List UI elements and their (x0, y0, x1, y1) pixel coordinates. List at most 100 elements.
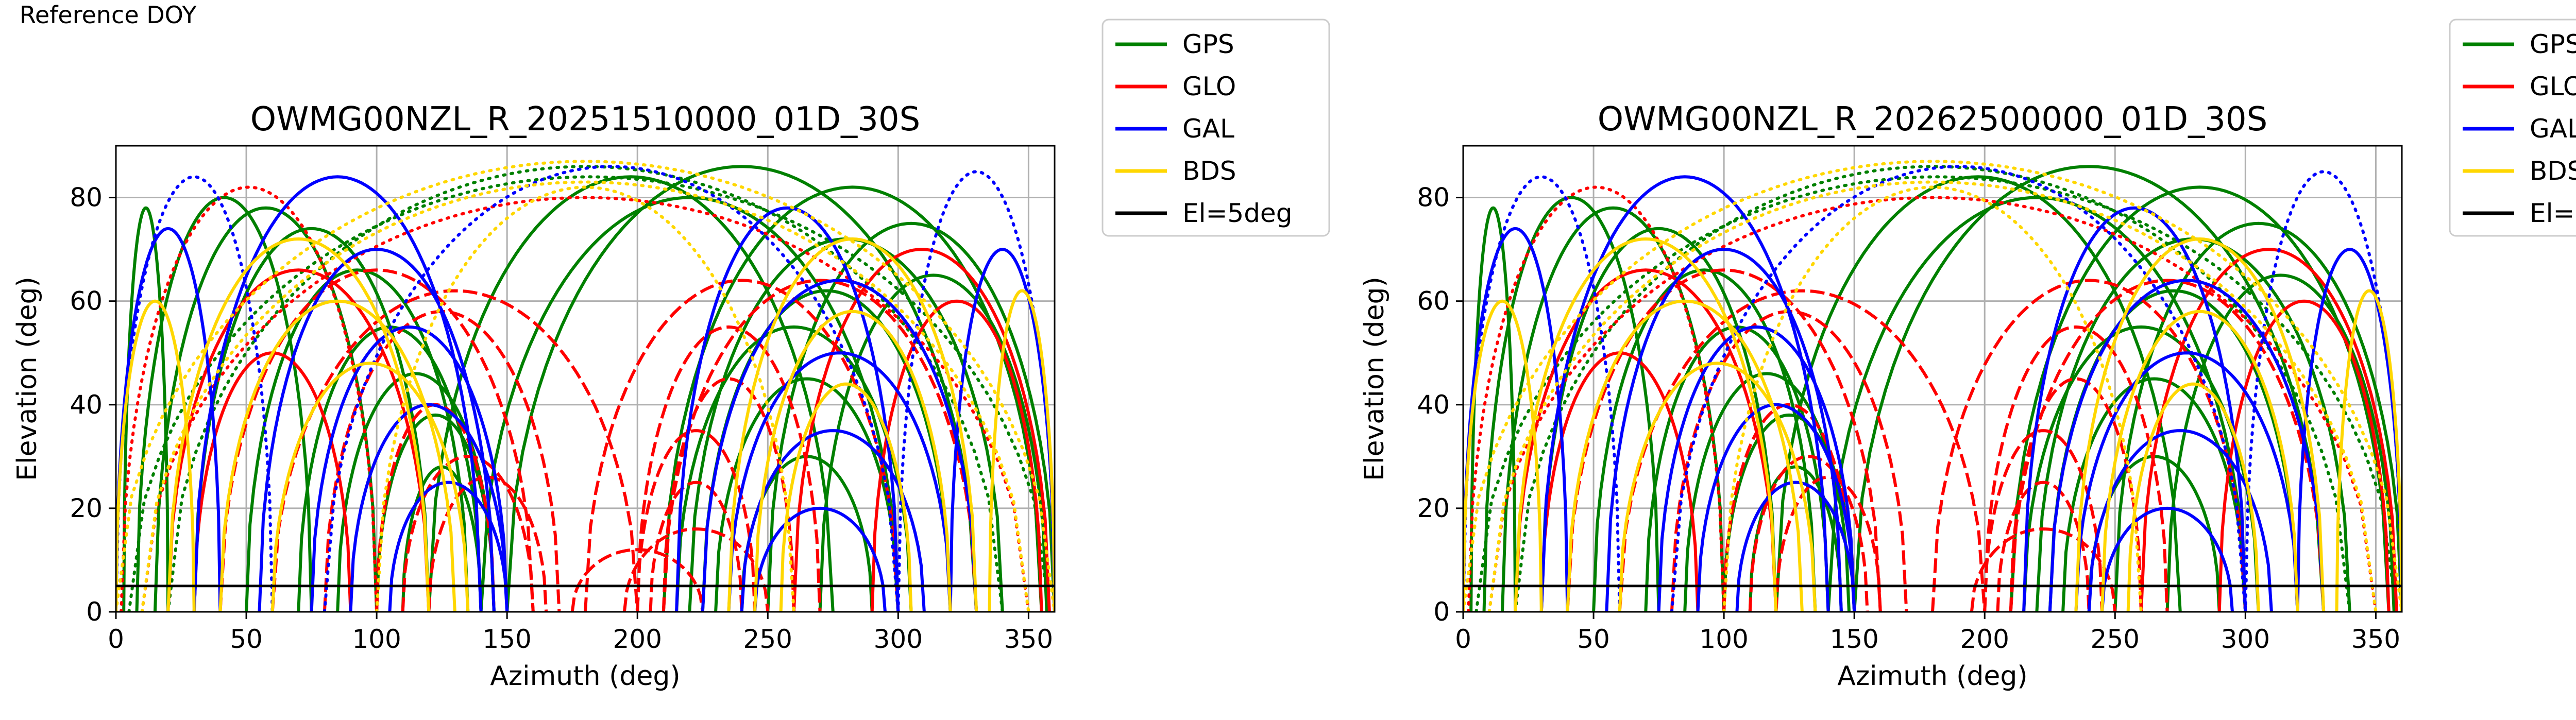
x-tick-label: 150 (482, 624, 531, 654)
y-tick-label: 80 (1417, 183, 1450, 213)
gal-track (258, 248, 496, 612)
bds-track (2126, 382, 2260, 612)
gps-track (2022, 325, 2260, 612)
gps-track (1469, 206, 1517, 612)
gal-track (740, 429, 926, 612)
bds-track (375, 185, 795, 612)
glo-track (1722, 403, 1856, 612)
x-tick-label: 0 (1455, 624, 1471, 654)
gps-track (1475, 175, 2398, 612)
series-glo (1467, 185, 2398, 612)
legend-entry: BDS (2530, 156, 2576, 186)
x-tick-label: 350 (1004, 624, 1053, 654)
x-tick-label: 100 (1699, 624, 1748, 654)
gps-track (1482, 196, 1660, 612)
x-tick-label: 50 (230, 624, 263, 654)
bds-track (753, 310, 952, 612)
gal-track (323, 165, 900, 612)
gps-track (479, 196, 900, 612)
legend-entry: GPS (2530, 29, 2576, 59)
gal-track (116, 227, 222, 612)
gps-track (1774, 175, 2182, 612)
gps-track (714, 377, 900, 612)
gal-track (192, 175, 483, 612)
y-tick-label: 0 (1433, 597, 1450, 627)
glo-track (870, 299, 1043, 612)
x-tick-label: 200 (1960, 624, 2009, 654)
glo-track (570, 548, 704, 612)
gps-track (675, 325, 913, 612)
gal-track (1539, 175, 1830, 612)
x-tick-label: 150 (1829, 624, 1878, 654)
glo-track (1774, 475, 1882, 612)
gps-track (1853, 165, 2326, 612)
x-tick-label: 250 (743, 624, 792, 654)
gps-track (2165, 273, 2396, 612)
bds-track (1618, 362, 1817, 612)
x-axis-label: Azimuth (deg) (1837, 661, 2027, 692)
gal-track (896, 170, 1055, 612)
glo-track (1983, 429, 2104, 612)
glo-track (401, 455, 535, 612)
chart-title: OWMG00NZL_R_20262500000_01D_30S (1598, 100, 2267, 139)
gps-track (1826, 196, 2247, 612)
legend-entry: El=5deg (2530, 198, 2576, 228)
axes-frame (115, 145, 1056, 613)
satellite-tracks (116, 160, 1055, 612)
y-tick-label: 20 (70, 493, 103, 523)
y-tick-label: 40 (1417, 390, 1450, 420)
glo-track (1467, 185, 1726, 612)
legend-entry: GAL (1182, 114, 1234, 144)
chart-1: 0 50 100 150 200 250 300 350 0 20 40 60 80 Azimuth (d… (12, 19, 1330, 692)
bds-track (2335, 289, 2402, 612)
gal-track (948, 248, 1055, 612)
bds-track (2074, 237, 2326, 612)
glo-track (2009, 279, 2326, 612)
glo-track (649, 481, 743, 612)
gal-track (1463, 227, 1569, 612)
gps-track (127, 175, 1051, 612)
gal-track (349, 403, 509, 612)
gps-track (375, 413, 496, 612)
x-tick-label: 50 (1577, 624, 1610, 654)
gal-track (2296, 248, 2402, 612)
series-gal (116, 165, 1055, 612)
bds-track (1722, 185, 2143, 612)
x-tick-label: 300 (2221, 624, 2270, 654)
x-axis-label: Azimuth (deg) (490, 661, 680, 692)
gps-track (2061, 377, 2247, 612)
series-glo (120, 185, 1051, 612)
y-tick-label: 60 (70, 286, 103, 316)
glo-track (1983, 325, 2169, 612)
chart-2: 0 50 100 150 200 250 300 350 0 20 40 60 80 Azimuth (d… (1359, 19, 2576, 692)
bds-track (1514, 237, 1778, 612)
bds-track (166, 237, 431, 612)
glo-track (1618, 289, 1987, 612)
gal-track (2087, 429, 2273, 612)
bds-track (140, 180, 1030, 612)
legend-entry: El=5deg (1182, 198, 1292, 228)
legend-entry: GAL (2530, 114, 2576, 144)
glo-track (1487, 196, 2378, 612)
glo-track (584, 279, 900, 612)
x-tick-label: 350 (2351, 624, 2400, 654)
gps-track (740, 455, 874, 612)
gps-track (505, 165, 978, 612)
x-tick-label: 0 (108, 624, 124, 654)
axes-frame (1462, 145, 2403, 613)
glo-track (1970, 527, 2117, 612)
gal-track (116, 175, 274, 612)
page-label: Reference DOY (20, 1, 197, 29)
legend-entry: GLO (1182, 72, 1236, 101)
series-bds (1463, 160, 2402, 612)
y-tick-label: 60 (1417, 286, 1450, 316)
gal-track (1657, 325, 1856, 612)
glo-track (636, 325, 822, 612)
glo-track (1931, 279, 2247, 612)
chart-title: OWMG00NZL_R_20251510000_01D_30S (250, 100, 920, 139)
x-tick-label: 100 (352, 624, 401, 654)
gal-track (1696, 403, 1856, 612)
gps-track (818, 273, 1048, 612)
legend: GPS GLO GAL BDS El=5deg (2449, 19, 2576, 237)
